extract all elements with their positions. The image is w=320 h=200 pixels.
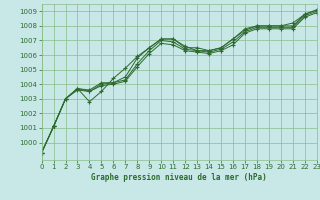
X-axis label: Graphe pression niveau de la mer (hPa): Graphe pression niveau de la mer (hPa) (91, 173, 267, 182)
